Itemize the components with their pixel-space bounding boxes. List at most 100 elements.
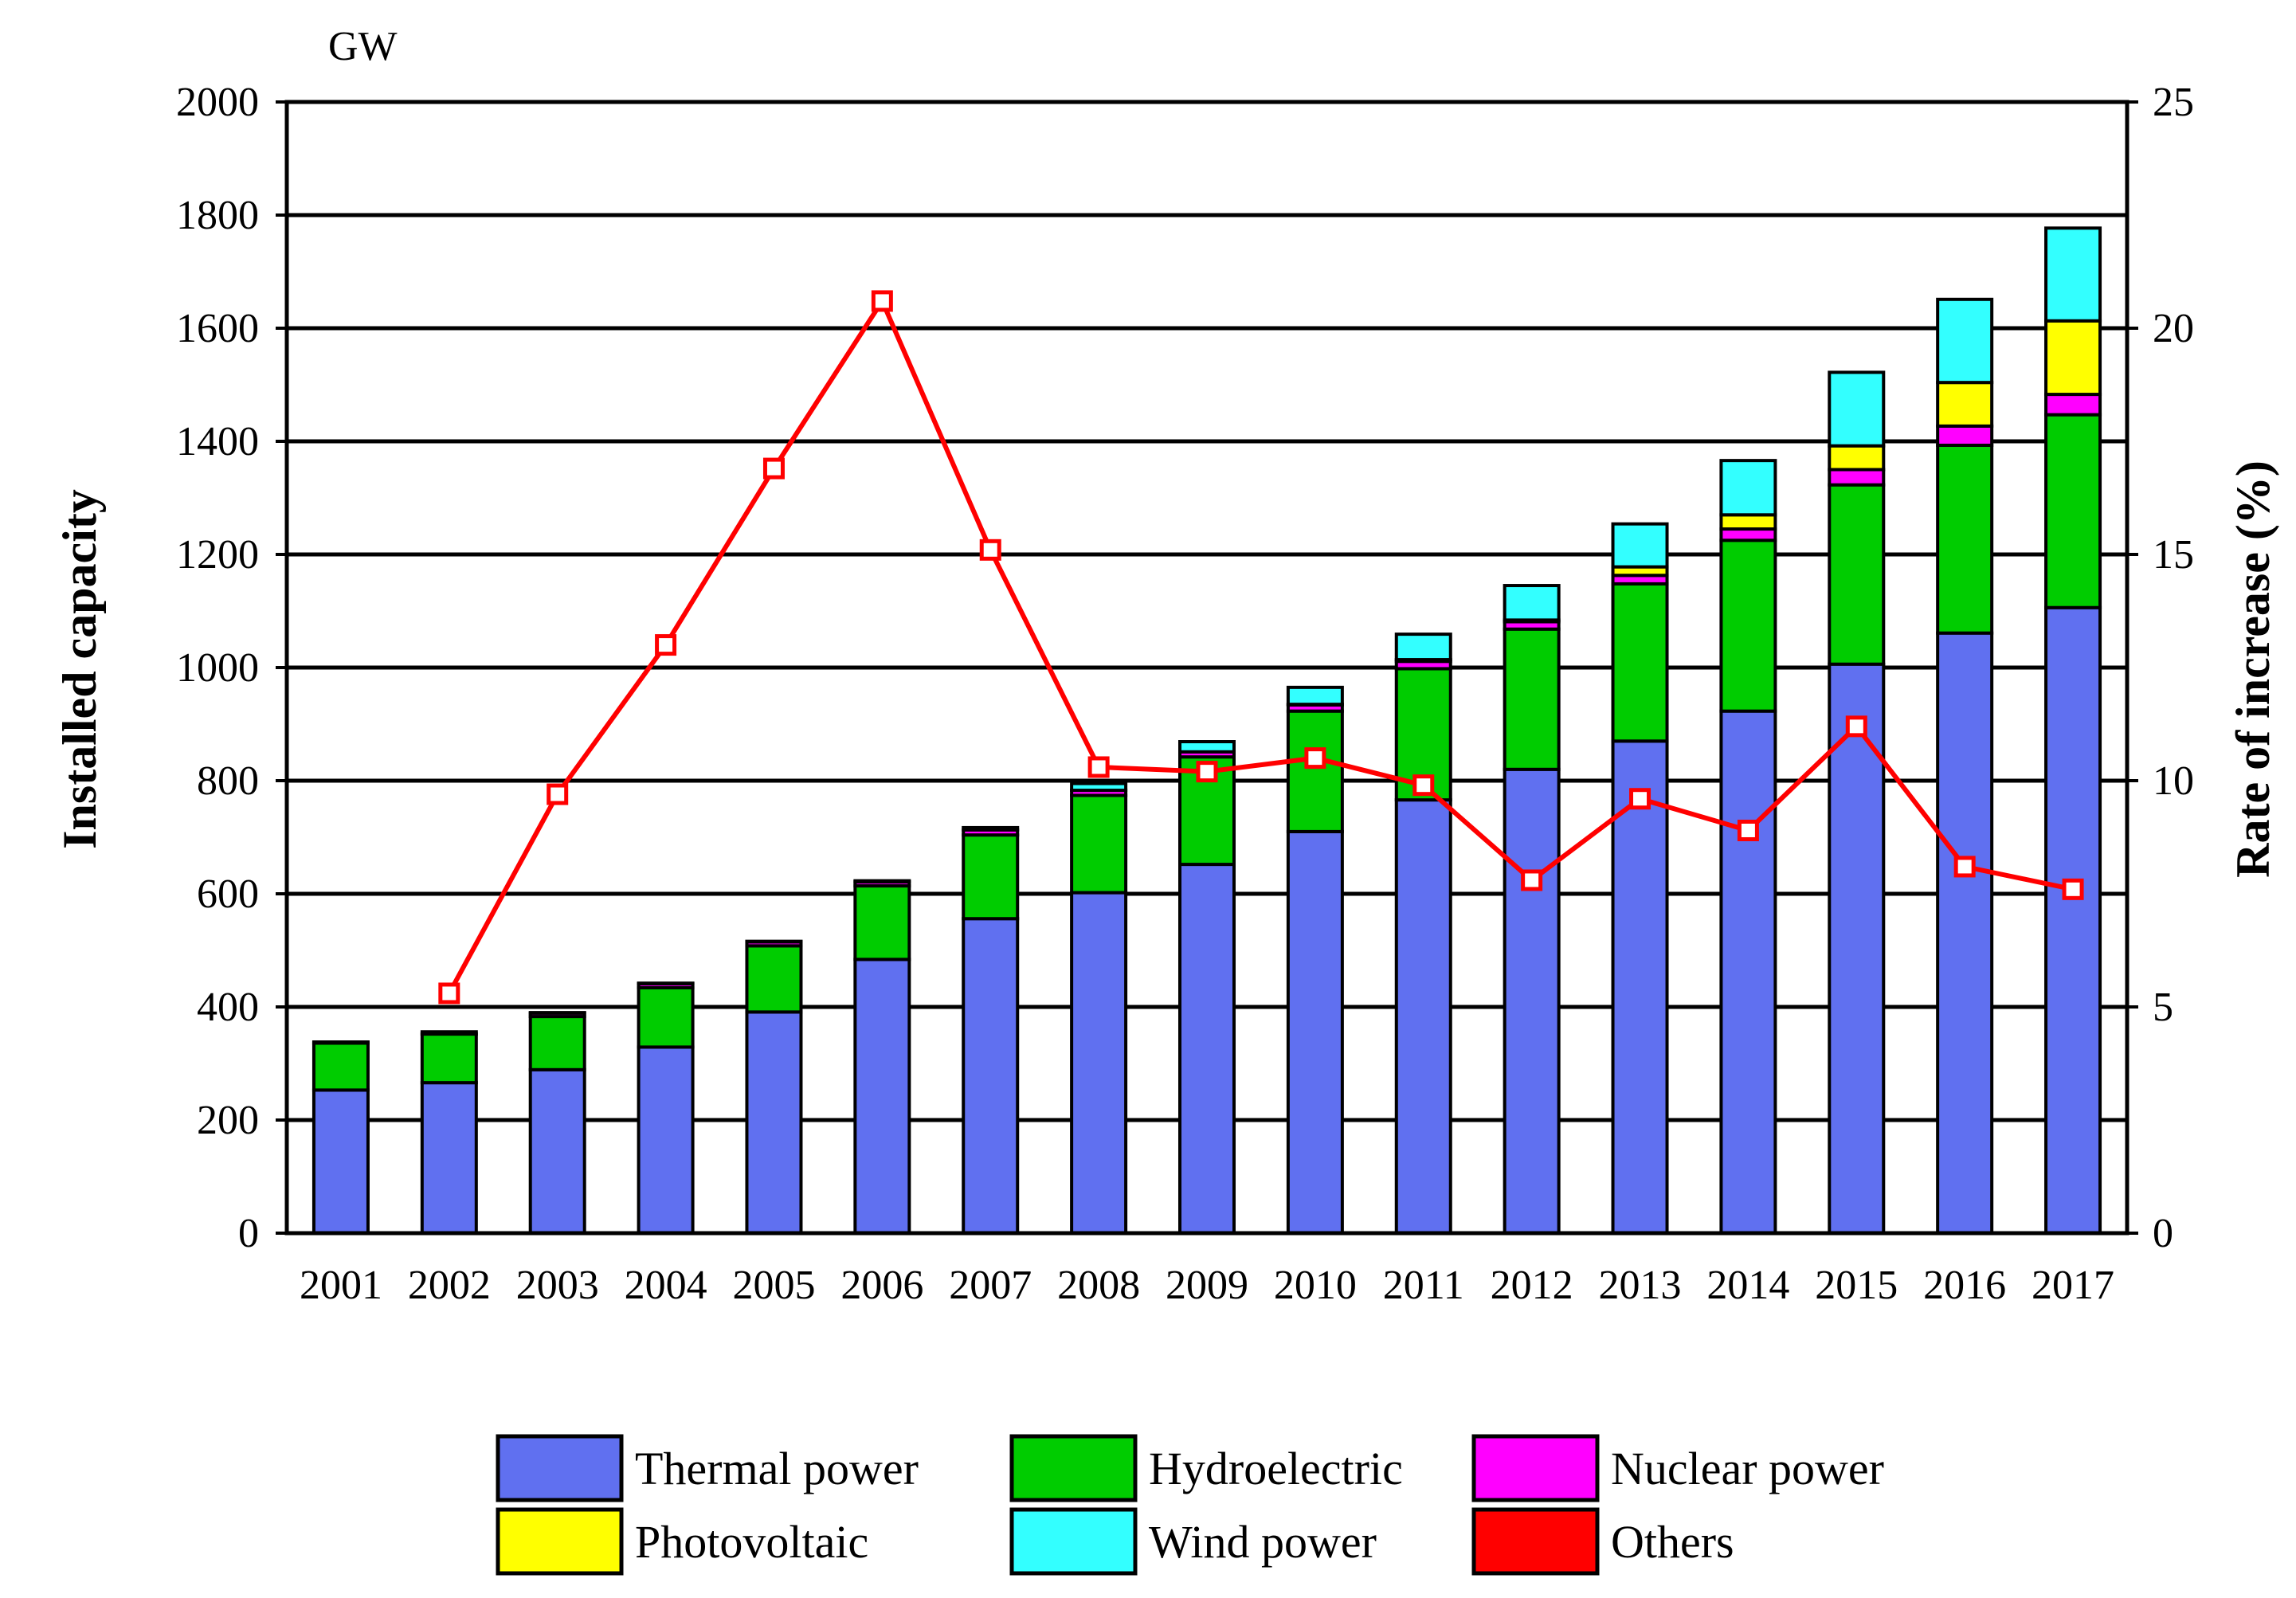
x-tick-label-2006: 2006 (840, 1263, 923, 1308)
bar-wind-power-2003 (528, 1011, 586, 1015)
bar-thermal-power-2008 (1070, 891, 1128, 1235)
bar-group-2010 (1286, 685, 1344, 1236)
x-tick-label-2010: 2010 (1274, 1263, 1357, 1308)
y-axis-title: Installed capacity (53, 489, 106, 849)
x-tick-label-2004: 2004 (625, 1263, 707, 1308)
x-tick-label-2016: 2016 (1923, 1263, 2006, 1308)
x-tick-label-2009: 2009 (1166, 1263, 1248, 1308)
legend: Thermal power Hydroelectric Nuclear power P… (496, 1434, 1884, 1576)
x-tick-label-2003: 2003 (516, 1263, 599, 1308)
rate-marker-2015 (1845, 715, 1867, 738)
y2-tick-label-10: 10 (2153, 758, 2194, 804)
x-tick-label-2005: 2005 (732, 1263, 815, 1308)
legend-label-others: Others (1611, 1516, 1734, 1568)
bar-thermal-power-2010 (1286, 829, 1344, 1236)
bar-layer (311, 226, 2102, 1236)
bar-wind-power-2008 (1070, 781, 1128, 793)
bar-hydroelectric-2013 (1611, 582, 1669, 743)
bar-thermal-power-2013 (1611, 739, 1669, 1235)
y-tick-label-200: 200 (197, 1098, 259, 1143)
bar-wind-power-2012 (1503, 584, 1561, 622)
y-tick-label-0: 0 (238, 1211, 259, 1256)
rate-line-layer (438, 290, 2084, 1005)
bar-wind-power-2004 (637, 981, 695, 985)
bar-hydroelectric-2016 (1936, 443, 1994, 635)
bar-thermal-power-2007 (962, 917, 1020, 1235)
rate-marker-2014 (1737, 819, 1759, 841)
y2-tick-label-25: 25 (2153, 80, 2194, 125)
bar-nuclear-power-2001 (311, 1040, 370, 1045)
legend-swatch-wind-power (1009, 1507, 1138, 1576)
bar-hydroelectric-2007 (962, 833, 1020, 921)
bar-group-2005 (745, 939, 803, 1235)
y2-tick-label-5: 5 (2153, 985, 2173, 1030)
rate-marker-2010 (1304, 747, 1326, 770)
bar-group-2011 (1394, 633, 1452, 1235)
bar-hydroelectric-2010 (1286, 709, 1344, 833)
rate-line (447, 296, 2074, 995)
rate-marker-2004 (655, 634, 677, 656)
legend-label-photovoltaic: Photovoltaic (635, 1516, 868, 1568)
y2-axis-ticks: 0 5 10 15 20 25 (2127, 80, 2194, 1256)
bar-wind-power-2016 (1936, 297, 1994, 385)
bar-wind-power-2011 (1394, 633, 1452, 662)
bar-hydroelectric-2015 (1828, 483, 1886, 666)
bar-thermal-power-2017 (2044, 605, 2102, 1235)
rate-marker-2005 (762, 457, 785, 480)
bar-hydroelectric-2006 (853, 884, 911, 962)
bar-group-2012 (1503, 584, 1561, 1235)
bar-thermal-power-2001 (311, 1088, 370, 1235)
bar-hydroelectric-2017 (2044, 413, 2102, 609)
legend-label-hydroelectric: Hydroelectric (1149, 1443, 1403, 1494)
legend-label-thermal-power: Thermal power (635, 1443, 919, 1494)
y-tick-label-1000: 1000 (176, 645, 259, 691)
bar-wind-power-2007 (962, 825, 1020, 832)
legend-label-nuclear-power: Nuclear power (1611, 1443, 1884, 1494)
y2-axis-title: Rate of increase (%) (2227, 460, 2279, 878)
bar-thermal-power-2002 (420, 1081, 478, 1236)
bar-wind-power-2006 (853, 879, 911, 884)
bar-thermal-power-2005 (745, 1010, 803, 1235)
bar-group-2014 (1719, 459, 1777, 1235)
gridlines (287, 213, 2127, 1122)
x-tick-label-2012: 2012 (1491, 1263, 1573, 1308)
legend-label-wind-power: Wind power (1149, 1516, 1377, 1568)
bar-wind-power-2013 (1611, 522, 1669, 569)
bar-nuclear-power-2017 (2044, 393, 2102, 417)
rate-marker-2007 (979, 539, 1001, 561)
y2-tick-label-20: 20 (2153, 306, 2194, 351)
rate-marker-2003 (547, 783, 569, 805)
bar-wind-power-2010 (1286, 685, 1344, 707)
x-tick-label-2002: 2002 (408, 1263, 491, 1308)
bar-hydroelectric-2001 (311, 1041, 370, 1092)
rate-marker-2011 (1412, 774, 1435, 797)
bar-nuclear-power-2002 (420, 1030, 478, 1036)
bar-group-2001 (311, 1040, 370, 1235)
y-tick-label-400: 400 (197, 985, 259, 1030)
bar-wind-power-2017 (2044, 226, 2102, 323)
bar-thermal-power-2006 (853, 958, 911, 1235)
x-tick-label-2013: 2013 (1599, 1263, 1682, 1308)
bar-group-2008 (1070, 781, 1128, 1235)
bar-hydroelectric-2014 (1719, 539, 1777, 713)
bar-hydroelectric-2012 (1503, 627, 1561, 771)
rate-marker-2017 (2062, 878, 2084, 900)
x-axis-ticks: 2001 2002 2003 2004 2005 2006 2007 2008 2009 2010… (300, 1263, 2114, 1308)
rate-marker-2009 (1196, 761, 1218, 783)
x-tick-label-2017: 2017 (2032, 1263, 2114, 1308)
bar-nuclear-power-2014 (1719, 527, 1777, 542)
bar-photovoltaic-2014 (1719, 513, 1777, 531)
y2-tick-label-0: 0 (2153, 1211, 2173, 1256)
rate-marker-2002 (438, 982, 460, 1005)
y-tick-label-1200: 1200 (176, 532, 259, 578)
bar-photovoltaic-2015 (1828, 444, 1886, 472)
bar-group-2004 (637, 981, 695, 1236)
y-tick-label-800: 800 (197, 758, 259, 804)
bar-group-2016 (1936, 297, 1994, 1235)
bar-thermal-power-2012 (1503, 767, 1561, 1235)
bar-nuclear-power-2015 (1828, 468, 1886, 487)
bar-thermal-power-2011 (1394, 798, 1452, 1235)
x-tick-label-2001: 2001 (300, 1263, 382, 1308)
x-tick-label-2011: 2011 (1383, 1263, 1464, 1308)
